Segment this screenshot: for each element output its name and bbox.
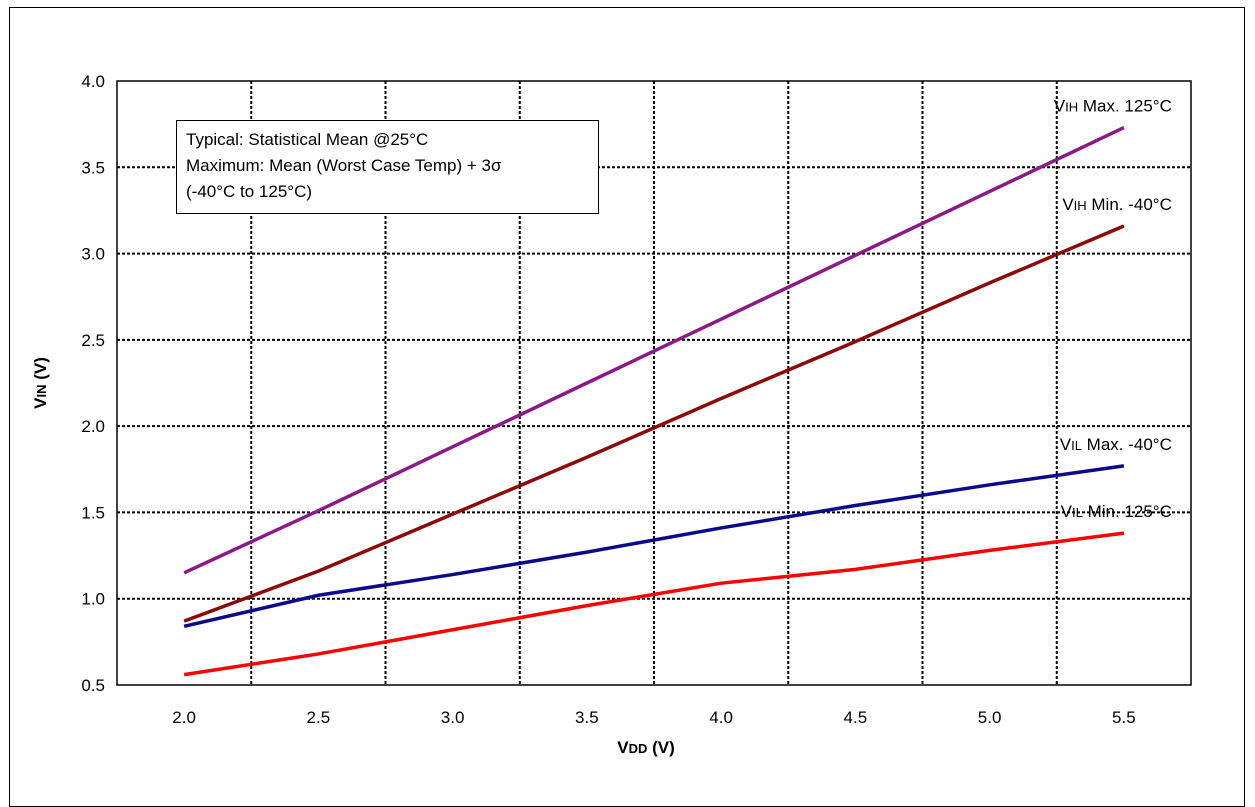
x-tick-label: 3.0	[441, 708, 465, 727]
y-tick-label: 0.5	[81, 676, 105, 695]
y-tick-label: 2.5	[81, 331, 105, 350]
x-tick-labels: 2.0 2.5 3.0 3.5 4.0 4.5 5.0 5.5	[172, 708, 1135, 727]
note-line-maximum: Maximum: Mean (Worst Case Temp) + 3σ	[186, 156, 502, 175]
x-axis-title: VDD (V)	[617, 738, 675, 757]
y-tick-label: 3.5	[81, 158, 105, 177]
series-lines	[183, 126, 1125, 677]
y-tick-label: 2.0	[81, 417, 105, 436]
series-label: VIL Min. 125°C	[1061, 502, 1172, 521]
y-axis-title: VIN (V)	[31, 357, 50, 409]
x-tick-label: 4.0	[709, 708, 733, 727]
y-tick-label: 3.0	[81, 245, 105, 264]
series-label: VIL Max. -40°C	[1060, 435, 1172, 454]
x-tick-label: 5.5	[1112, 708, 1136, 727]
x-tick-label: 3.5	[575, 708, 599, 727]
note-line-range: (-40°C to 125°C)	[186, 182, 313, 201]
series-line	[183, 464, 1125, 629]
note-box: Typical: Statistical Mean @25°C Maximum:…	[176, 120, 599, 214]
x-tick-label: 2.5	[307, 708, 331, 727]
series-line	[183, 531, 1125, 677]
series-line	[183, 224, 1125, 623]
plot-area-border	[116, 80, 1192, 686]
x-tick-label: 5.0	[978, 708, 1002, 727]
y-tick-label: 1.5	[81, 503, 105, 522]
series-labels: VIH Max. 125°C VIH Min. -40°C VIL Max. -40…	[1054, 97, 1172, 522]
y-tick-label: 1.0	[81, 590, 105, 609]
series-label: VIH Min. -40°C	[1062, 195, 1172, 214]
series-line	[183, 126, 1125, 575]
series-label: VIH Max. 125°C	[1054, 97, 1172, 116]
x-tick-label: 4.5	[844, 708, 868, 727]
y-tick-label: 4.0	[81, 72, 105, 91]
y-tick-labels: 0.5 1.0 1.5 2.0 2.5 3.0 3.5 4.0	[81, 72, 105, 695]
note-line-typical: Typical: Statistical Mean @25°C	[186, 130, 429, 149]
x-tick-label: 2.0	[172, 708, 196, 727]
